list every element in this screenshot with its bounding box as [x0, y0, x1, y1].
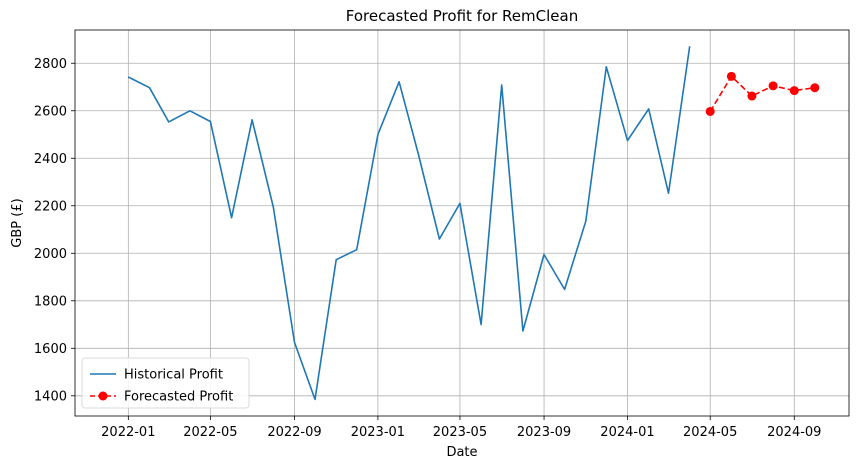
forecast-point: [789, 86, 799, 96]
x-tick-label: 2024-09: [767, 425, 821, 440]
y-tick-label: 2200: [34, 199, 67, 214]
x-axis-label: Date: [446, 445, 477, 460]
x-tick-label: 2022-01: [101, 425, 155, 440]
x-tick-label: 2023-01: [351, 425, 405, 440]
y-tick-label: 1800: [34, 294, 67, 309]
y-tick-label: 2600: [34, 104, 67, 119]
y-tick-label: 2400: [34, 152, 67, 167]
forecast-point: [768, 81, 778, 91]
axis-ticks: 2022-01 2022-05 2022-09 2023-01 2023-05 2023-…: [34, 57, 822, 440]
forecast-point: [747, 91, 757, 101]
chart-title: Forecasted Profit for RemClean: [346, 7, 578, 25]
forecast-point: [810, 83, 820, 93]
legend-label: Forecasted Profit: [124, 390, 233, 405]
y-tick-label: 2000: [34, 247, 67, 262]
y-tick-label: 1400: [34, 389, 67, 404]
x-tick-label: 2024-05: [683, 425, 737, 440]
plot-frame: [74, 29, 850, 417]
legend-marker: [98, 391, 108, 401]
y-axis-label: GBP (£): [10, 198, 25, 247]
legend-label: Historical Profit: [124, 368, 223, 383]
x-tick-label: 2024-01: [600, 425, 654, 440]
legend: Historical Profit Forecasted Profit: [81, 357, 250, 409]
forecast-point: [705, 106, 715, 116]
legend-box: [81, 357, 250, 409]
series-layer: [127, 46, 820, 401]
forecast-point: [726, 71, 736, 81]
x-tick-label: 2023-05: [433, 425, 487, 440]
x-tick-label: 2023-09: [517, 425, 571, 440]
y-tick-label: 1600: [34, 342, 67, 357]
x-tick-label: 2022-05: [183, 425, 237, 440]
y-tick-label: 2800: [34, 57, 67, 72]
x-tick-label: 2022-09: [267, 425, 321, 440]
series-line-0: [127, 46, 691, 401]
